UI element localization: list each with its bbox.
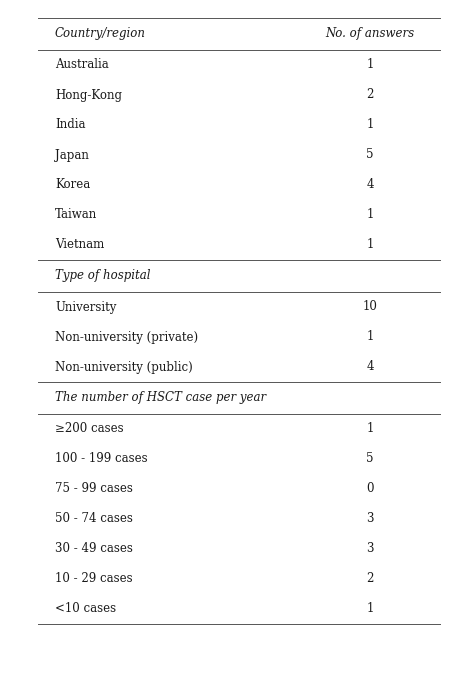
Text: India: India [55, 118, 86, 132]
Text: Non-university (private): Non-university (private) [55, 331, 198, 344]
Text: 1: 1 [366, 239, 374, 251]
Text: 3: 3 [366, 512, 374, 525]
Text: 50 - 74 cases: 50 - 74 cases [55, 512, 133, 525]
Text: 1: 1 [366, 603, 374, 615]
Text: 1: 1 [366, 118, 374, 132]
Text: 10 - 29 cases: 10 - 29 cases [55, 573, 133, 585]
Text: 5: 5 [366, 148, 374, 161]
Text: 0: 0 [366, 482, 374, 496]
Text: 1: 1 [366, 331, 374, 344]
Text: University: University [55, 301, 116, 313]
Text: Country/region: Country/region [55, 28, 146, 40]
Text: Non-university (public): Non-university (public) [55, 361, 193, 374]
Text: 3: 3 [366, 542, 374, 555]
Text: Hong-Kong: Hong-Kong [55, 88, 122, 102]
Text: 100 - 199 cases: 100 - 199 cases [55, 452, 147, 466]
Text: 75 - 99 cases: 75 - 99 cases [55, 482, 133, 496]
Text: Type of hospital: Type of hospital [55, 269, 151, 283]
Text: 1: 1 [366, 209, 374, 221]
Text: 10: 10 [363, 301, 377, 313]
Text: 1: 1 [366, 58, 374, 72]
Text: No. of answers: No. of answers [326, 28, 414, 40]
Text: 2: 2 [366, 88, 374, 102]
Text: The number of HSCT case per year: The number of HSCT case per year [55, 391, 266, 404]
Text: 4: 4 [366, 178, 374, 191]
Text: Taiwan: Taiwan [55, 209, 97, 221]
Text: 30 - 49 cases: 30 - 49 cases [55, 542, 133, 555]
Text: Australia: Australia [55, 58, 109, 72]
Text: 4: 4 [366, 361, 374, 374]
Text: 2: 2 [366, 573, 374, 585]
Text: 1: 1 [366, 422, 374, 436]
Text: Korea: Korea [55, 178, 90, 191]
Text: ≥200 cases: ≥200 cases [55, 422, 124, 436]
Text: Vietnam: Vietnam [55, 239, 104, 251]
Text: 5: 5 [366, 452, 374, 466]
Text: <10 cases: <10 cases [55, 603, 116, 615]
Text: Japan: Japan [55, 148, 89, 161]
